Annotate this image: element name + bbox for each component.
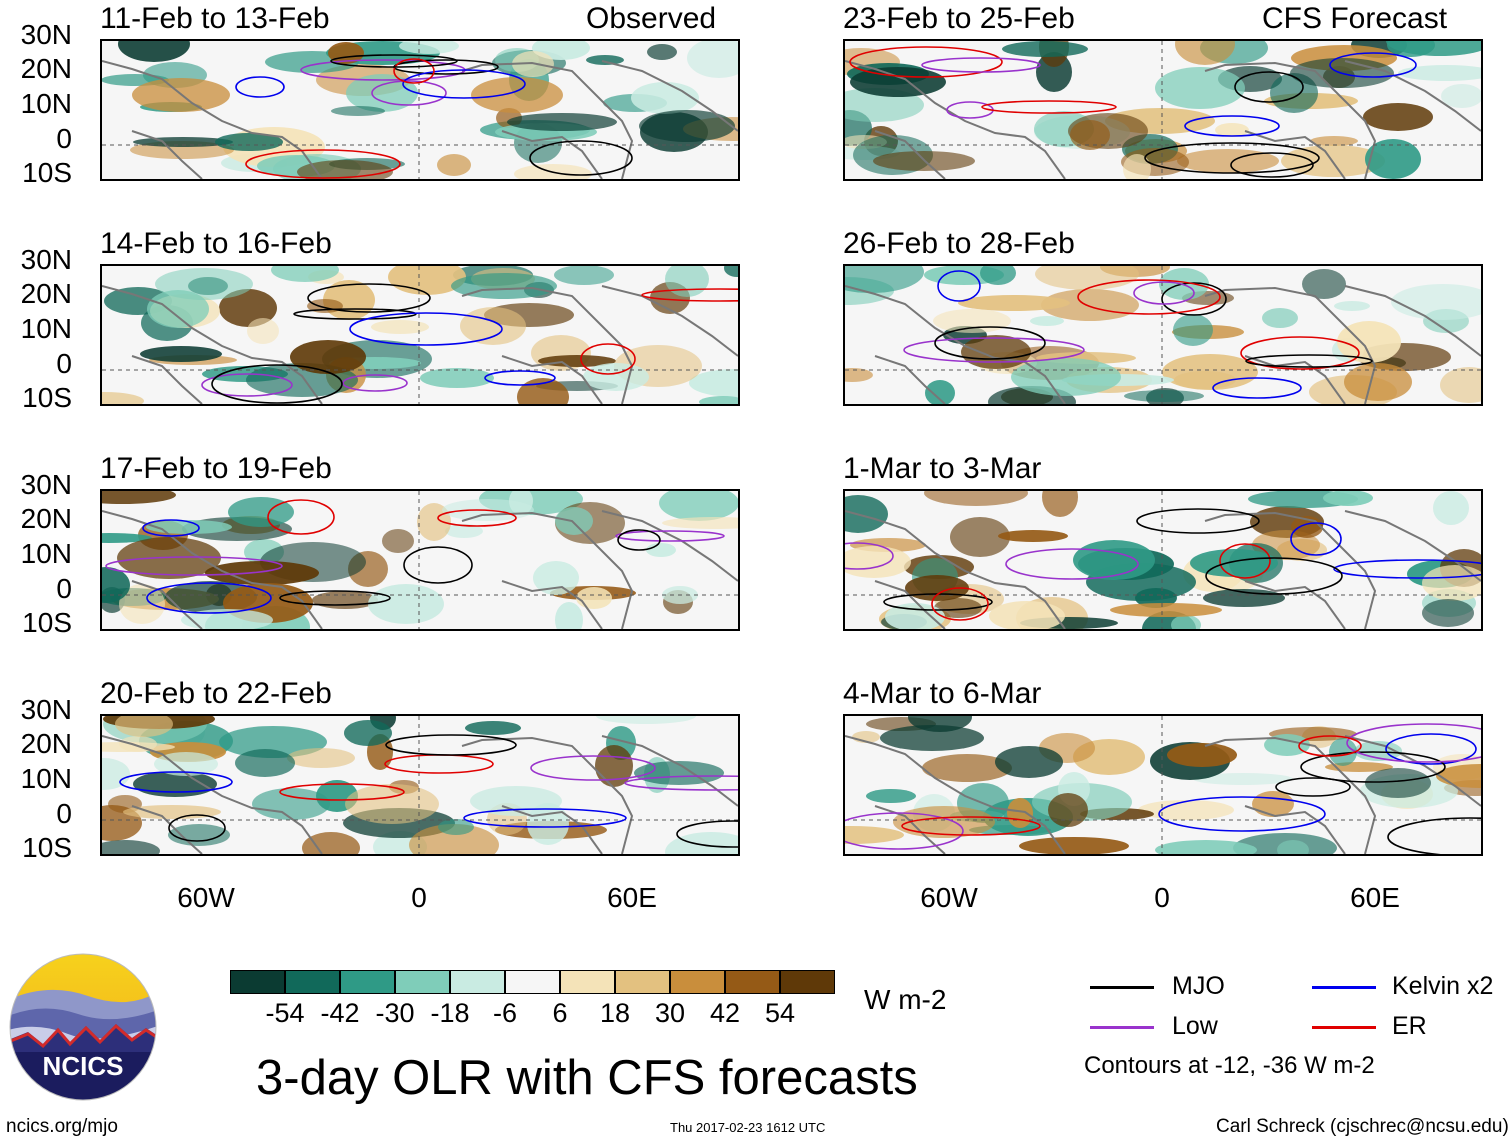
lon-label: 60W	[920, 882, 978, 913]
map-graphic	[845, 491, 1481, 629]
colorbar-tick-label: -30	[375, 998, 415, 1028]
olr-map-panel	[100, 264, 740, 406]
lat-label: 30N	[20, 244, 72, 275]
lat-label: 20N	[20, 278, 72, 309]
panel-title: 23-Feb to 25-Feb	[843, 2, 1075, 35]
colorbar-swatch	[230, 970, 285, 994]
colorbar-swatch	[780, 970, 835, 994]
colorbar-tick-label: 42	[709, 998, 741, 1028]
lat-label: 20N	[20, 53, 72, 84]
olr-map-panel	[100, 39, 740, 181]
lat-label: 0	[56, 798, 72, 829]
lat-label: 20N	[20, 728, 72, 759]
colorbar-tick-label: -42	[320, 998, 360, 1028]
map-graphic	[845, 266, 1481, 404]
olr-map-panel	[843, 489, 1483, 631]
legend-label-mjo: MJO	[1172, 972, 1225, 1000]
lat-label: 10N	[20, 538, 72, 569]
lat-label: 30N	[20, 694, 72, 725]
colorbar-tick-label: -18	[430, 998, 470, 1028]
map-graphic	[102, 716, 738, 854]
lat-label: 10S	[22, 832, 72, 863]
colorbar-swatch	[505, 970, 560, 994]
contour-note: Contours at -12, -36 W m-2	[1084, 1052, 1375, 1079]
panel-title: 20-Feb to 22-Feb	[100, 677, 332, 710]
colorbar-swatch	[395, 970, 450, 994]
map-graphic	[845, 716, 1481, 854]
colorbar-tick-label: 6	[552, 998, 568, 1028]
colorbar-tick-label: -6	[492, 998, 517, 1028]
legend-line-mjo	[1090, 986, 1154, 989]
lon-label: 0	[411, 882, 427, 913]
figure-title: 3-day OLR with CFS forecasts	[256, 1051, 918, 1105]
legend-label-er: ER	[1392, 1012, 1427, 1040]
lat-label: 10N	[20, 313, 72, 344]
lat-label: 10N	[20, 88, 72, 119]
cfs-forecast-label: CFS Forecast	[1262, 2, 1448, 35]
colorbar-swatch	[340, 970, 395, 994]
panel-title: 17-Feb to 19-Feb	[100, 452, 332, 485]
olr-map-panel	[843, 39, 1483, 181]
lat-label: 0	[56, 573, 72, 604]
legend-line-low	[1090, 1026, 1154, 1029]
footer-url: ncics.org/mjo	[6, 1116, 118, 1137]
panel-title: 1-Mar to 3-Mar	[843, 452, 1042, 485]
map-graphic	[102, 266, 738, 404]
lon-label: 60E	[607, 882, 657, 913]
colorbar-tick-label: 54	[764, 998, 796, 1028]
lat-label: 0	[56, 123, 72, 154]
legend-line-er	[1312, 1026, 1376, 1029]
olr-map-panel	[100, 714, 740, 856]
panel-title: 14-Feb to 16-Feb	[100, 227, 332, 260]
panel-title: 26-Feb to 28-Feb	[843, 227, 1075, 260]
colorbar-swatch	[450, 970, 505, 994]
footer-credit: Carl Schreck (cjschrec@ncsu.edu)	[1216, 1116, 1509, 1137]
legend-label-kelvin: Kelvin x2	[1392, 972, 1494, 1000]
colorbar-swatch	[725, 970, 780, 994]
olr-map-panel	[843, 264, 1483, 406]
ncics-logo: NCICS	[8, 952, 158, 1102]
lat-label: 20N	[20, 503, 72, 534]
colorbar-unit: W m-2	[864, 984, 947, 1015]
lat-label: 10S	[22, 382, 72, 413]
legend-label-low: Low	[1172, 1012, 1218, 1040]
legend-line-kelvin	[1312, 986, 1376, 989]
olr-map-panel	[843, 714, 1483, 856]
colorbar-tick-label: 18	[599, 998, 631, 1028]
map-graphic	[845, 41, 1481, 179]
colorbar-swatch	[615, 970, 670, 994]
olr-map-panel	[100, 489, 740, 631]
logo-text: NCICS	[43, 1051, 124, 1081]
colorbar-tick-label: -54	[265, 998, 305, 1028]
map-graphic	[102, 491, 738, 629]
colorbar-swatch	[560, 970, 615, 994]
panel-title: 4-Mar to 6-Mar	[843, 677, 1042, 710]
lon-label: 0	[1154, 882, 1170, 913]
lat-label: 10S	[22, 157, 72, 188]
lon-label: 60W	[177, 882, 235, 913]
map-graphic	[102, 41, 738, 179]
lat-label: 10S	[22, 607, 72, 638]
observed-label: Observed	[586, 2, 717, 35]
lat-label: 30N	[20, 19, 72, 50]
colorbar-swatch	[670, 970, 725, 994]
footer-timestamp: Thu 2017-02-23 1612 UTC	[670, 1120, 826, 1135]
colorbar-tick-label: 30	[654, 998, 686, 1028]
panel-title: 11-Feb to 13-Feb	[100, 2, 330, 35]
lat-label: 0	[56, 348, 72, 379]
lat-label: 10N	[20, 763, 72, 794]
lon-label: 60E	[1350, 882, 1400, 913]
lat-label: 30N	[20, 469, 72, 500]
colorbar-swatch	[285, 970, 340, 994]
